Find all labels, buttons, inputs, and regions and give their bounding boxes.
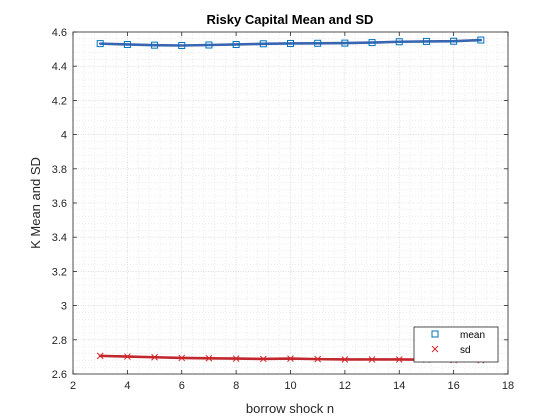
legend-sd-marker (431, 345, 439, 353)
data-point-mean (96, 40, 104, 48)
y-tick-label: 4.6 (52, 27, 67, 39)
data-point-mean (205, 41, 213, 49)
x-tick-label: 4 (124, 380, 130, 392)
data-point-mean (123, 40, 131, 48)
y-axis-label: K Mean and SD (28, 157, 43, 249)
data-point-sd (314, 355, 322, 363)
x-tick-label: 8 (233, 380, 239, 392)
y-tick-label: 2.8 (52, 335, 67, 347)
legend-mean-marker (431, 330, 439, 338)
data-point-mean (477, 36, 485, 44)
data-point-sd (287, 355, 294, 362)
y-tick-label: 3.2 (52, 266, 67, 278)
y-tick-label: 4.4 (52, 61, 67, 73)
y-tick-label: 3.8 (52, 164, 67, 176)
series-markers (96, 36, 485, 364)
data-point-sd (124, 353, 131, 360)
x-tick-label: 10 (284, 380, 296, 392)
data-point-sd (232, 355, 240, 362)
y-tick-label: 3.6 (52, 198, 67, 210)
legend-sd-label: sd (460, 345, 471, 356)
legend-box (413, 326, 499, 363)
y-tick-labels: 2.6 2.8 3 3.2 3.4 3.6 3.8 4 4.2 4.4 4.6 (52, 27, 67, 381)
y-tick-label: 4.2 (52, 95, 67, 107)
x-tick-label: 2 (70, 380, 76, 392)
data-point-sd (341, 356, 349, 363)
x-tick-label: 12 (339, 380, 351, 392)
y-tick-label: 2.6 (52, 369, 67, 381)
data-point-sd (96, 352, 104, 360)
data-point-mean (422, 37, 430, 45)
y-tick-label: 3 (61, 301, 67, 313)
legend-mean-label: mean (460, 330, 485, 341)
data-point-sd (151, 353, 158, 361)
legend: mean sd (413, 326, 499, 363)
data-point-mean (178, 42, 186, 50)
axis-ticks (72, 31, 509, 375)
y-tick-label: 3.4 (52, 232, 67, 244)
data-point-mean (341, 39, 349, 47)
data-point-sd (259, 355, 267, 363)
x-tick-label: 18 (502, 380, 514, 392)
data-point-sd (178, 354, 186, 362)
data-point-mean (287, 39, 294, 47)
series-line-mean (98, 38, 483, 47)
grid (72, 31, 509, 375)
x-tick-labels: 2 4 6 8 10 12 14 16 18 (70, 380, 514, 392)
x-tick-label: 14 (393, 380, 405, 392)
chart-title: Risky Capital Mean and SD (207, 12, 374, 27)
x-axis-label: borrow shock n (246, 401, 334, 416)
data-point-mean (151, 41, 159, 49)
y-tick-label: 4 (61, 130, 67, 142)
data-point-mean (368, 39, 376, 47)
data-point-mean (232, 40, 240, 48)
data-point-sd (368, 356, 376, 363)
data-point-sd (205, 354, 213, 362)
data-point-mean (314, 39, 322, 47)
data-point-mean (395, 38, 403, 46)
x-tick-label: 6 (179, 380, 185, 392)
data-point-sd (395, 356, 403, 363)
data-point-mean (450, 37, 458, 45)
x-tick-label: 16 (448, 380, 460, 392)
data-point-mean (259, 40, 267, 48)
